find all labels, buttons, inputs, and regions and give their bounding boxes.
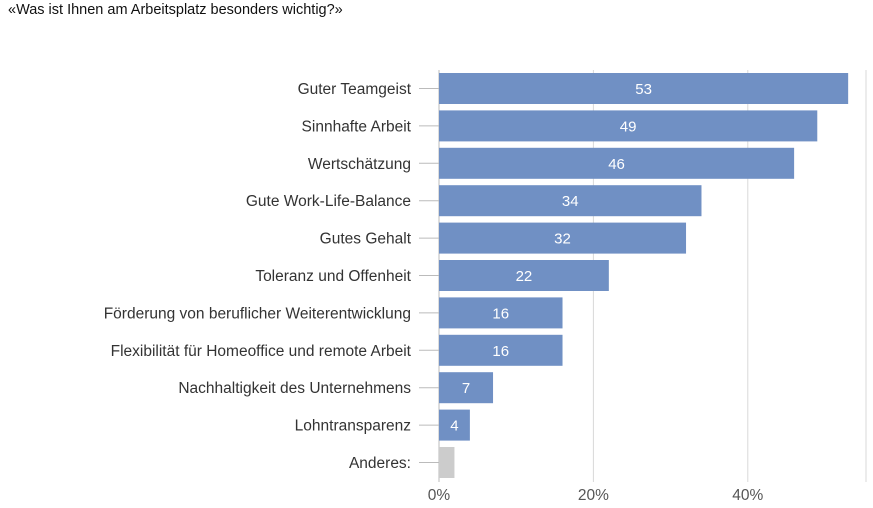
chart-title: «Was ist Ihnen am Arbeitsplatz besonders… <box>8 2 343 18</box>
category-label: Flexibilität für Homeoffice und remote A… <box>111 343 412 360</box>
data-label: 32 <box>554 231 571 248</box>
bar <box>439 447 455 478</box>
data-label: 46 <box>608 156 625 173</box>
x-tick-label: 0% <box>428 487 451 504</box>
bar <box>439 297 563 329</box>
bar <box>439 110 818 142</box>
data-label: 22 <box>516 268 533 285</box>
category-label: Guter Teamgeist <box>298 81 412 98</box>
data-labels: 53 49 46 34 32 22 16 16 7 4 <box>450 81 652 435</box>
bars <box>439 73 849 478</box>
bar <box>439 260 609 291</box>
data-label: 53 <box>635 81 652 98</box>
bar <box>439 185 702 217</box>
data-label: 49 <box>620 118 637 135</box>
bar <box>439 409 470 441</box>
x-axis-ticks: 0% 20% 40% <box>428 487 764 504</box>
data-label: 34 <box>562 193 579 210</box>
category-axis <box>419 70 440 482</box>
category-labels: Guter Teamgeist Sinnhafte Arbeit Wertschät… <box>104 81 412 472</box>
x-tick-label: 20% <box>578 487 609 504</box>
bar <box>439 147 795 179</box>
category-label: Gute Work-Life-Balance <box>246 193 411 210</box>
bar <box>439 73 849 104</box>
category-label: Wertschätzung <box>308 156 411 173</box>
x-tick-label: 40% <box>732 487 763 504</box>
bar <box>439 372 494 404</box>
category-label: Anderes: <box>349 455 411 472</box>
category-label: Sinnhafte Arbeit <box>302 118 412 135</box>
bar <box>439 222 687 254</box>
category-label: Nachhaltigkeit des Unternehmens <box>178 380 411 397</box>
category-label: Toleranz und Offenheit <box>255 268 411 285</box>
category-label: Förderung von beruflicher Weiterentwickl… <box>104 305 411 322</box>
data-label: 16 <box>492 305 509 322</box>
category-label: Lohntransparenz <box>295 418 411 435</box>
data-label: 16 <box>492 343 509 360</box>
data-label: 4 <box>450 418 458 435</box>
category-label: Gutes Gehalt <box>320 231 412 248</box>
bar <box>439 334 563 366</box>
data-label: 7 <box>462 380 470 397</box>
